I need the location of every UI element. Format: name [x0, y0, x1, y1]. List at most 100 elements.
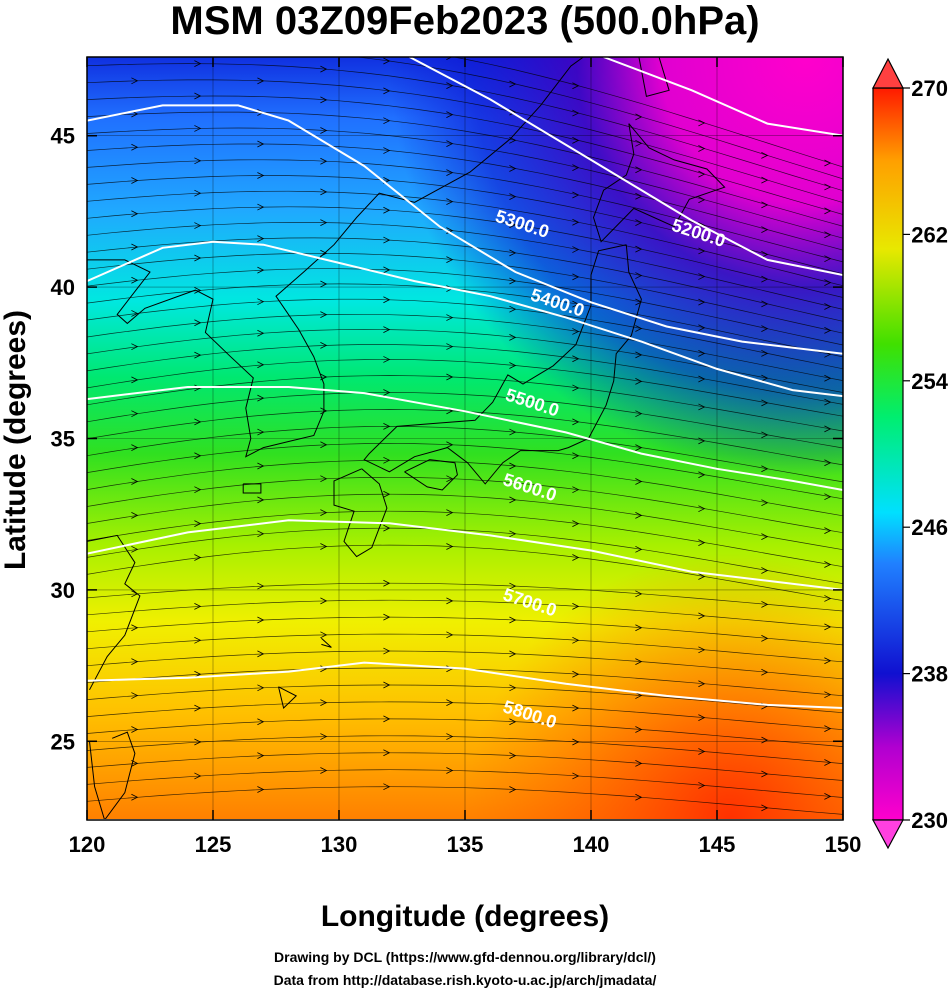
flow-arrow — [320, 733, 328, 740]
flow-arrow — [572, 452, 580, 460]
colorbar-tick-label: 254 — [911, 369, 948, 394]
flow-arrow — [572, 355, 580, 363]
x-tick-label: 125 — [195, 832, 232, 857]
flow-arrow — [761, 374, 769, 382]
flow-arrow — [446, 631, 454, 639]
flow-arrow — [572, 164, 580, 172]
flow-arrow — [698, 403, 706, 411]
flow-arrow — [761, 399, 769, 407]
flow-arrow — [509, 718, 517, 726]
flow-arrow — [194, 772, 202, 780]
flow-arrow — [509, 221, 517, 229]
flow-arrow — [194, 554, 202, 561]
flow-arrow — [383, 206, 391, 214]
flow-arrow — [383, 326, 391, 333]
flow-arrow — [131, 276, 139, 284]
flow-arrow — [194, 222, 202, 229]
height-contours — [87, 57, 843, 820]
x-tick-label: 120 — [69, 832, 106, 857]
flow-arrow — [824, 459, 832, 467]
flow-arrow — [509, 786, 517, 793]
flow-arrow — [257, 684, 265, 692]
flow-arrow — [698, 273, 706, 280]
y-axis-label: Latitude (degrees) — [0, 310, 32, 570]
flow-arrow — [572, 82, 580, 90]
y-tick-label: 25 — [51, 729, 75, 754]
flow-arrow — [572, 738, 580, 746]
flow-arrow — [698, 782, 706, 789]
x-axis-label: Longitude (degrees) — [321, 900, 609, 933]
flow-arrow — [635, 793, 643, 801]
flow-arrow — [320, 127, 328, 134]
flow-arrow — [761, 431, 769, 439]
flow-arrow — [257, 650, 265, 658]
flow-arrow — [635, 545, 643, 553]
flow-arrow — [383, 147, 391, 154]
flow-arrow — [635, 192, 643, 200]
flow-arrow — [698, 196, 706, 204]
flow-arrow — [131, 478, 139, 485]
colorbar-tick-label: 238 — [911, 662, 948, 687]
plot-area: 5200.05300.05400.05500.05600.05700.05800… — [87, 57, 843, 820]
flow-arrow — [131, 210, 139, 218]
flow-arrow — [383, 356, 391, 363]
x-tick-label: 145 — [699, 832, 736, 857]
flow-arrow — [194, 189, 202, 197]
flow-arrow — [194, 418, 202, 426]
colorbar-tick-label: 262 — [911, 222, 948, 247]
contour-line-5600 — [87, 519, 843, 591]
contour-line-5700 — [87, 661, 843, 709]
flow-arrow — [131, 658, 139, 666]
flow-arrow — [635, 760, 643, 767]
flow-arrow — [761, 465, 769, 473]
flow-arrow — [509, 462, 517, 470]
flow-arrow — [635, 166, 643, 174]
flow-arrow — [572, 218, 580, 226]
flow-arrow — [698, 324, 706, 332]
flow-arrow — [194, 486, 202, 494]
flow-arrow — [131, 726, 139, 733]
coastline-segment — [363, 244, 642, 485]
flow-arrow — [131, 624, 139, 632]
flow-arrow — [446, 314, 454, 321]
flow-arrow — [761, 275, 769, 283]
colorbar-extend-min — [871, 819, 905, 850]
y-tick-label: 30 — [51, 578, 75, 603]
flow-arrow — [572, 772, 580, 780]
flow-arrow — [320, 341, 328, 349]
y-axis: 25 30 35 40 45 — [51, 124, 843, 754]
flow-arrow — [761, 350, 769, 357]
flow-arrow — [698, 612, 706, 620]
flow-arrow — [446, 767, 454, 774]
flow-arrow — [509, 530, 517, 538]
coastline-segment — [592, 123, 726, 243]
flow-arrow — [824, 327, 832, 334]
flow-arrow — [824, 793, 832, 800]
flow-arrow — [572, 704, 580, 712]
contour-line-5500 — [87, 386, 843, 491]
flow-arrow — [383, 783, 391, 791]
flow-arrow — [509, 650, 517, 658]
flow-arrow — [446, 733, 454, 740]
colorbar: 270 262 254 246 238 230 — [871, 57, 949, 850]
coastline-segment — [321, 637, 332, 648]
flow-arrow — [698, 573, 706, 580]
colorbar-tick-label: 230 — [911, 808, 948, 833]
flow-arrow — [509, 684, 517, 692]
flow-arrow — [131, 177, 139, 184]
flow-arrow — [446, 441, 454, 449]
flow-arrow — [257, 361, 265, 369]
flow-arrow — [761, 201, 769, 209]
flow-arrow — [635, 590, 643, 598]
flow-arrow — [194, 92, 202, 100]
flow-arrow — [572, 520, 580, 527]
flow-arrow — [572, 191, 580, 199]
flow-arrow — [194, 636, 202, 644]
flow-arrow — [131, 793, 139, 801]
gridlines — [87, 57, 843, 820]
flow-arrow — [446, 82, 454, 89]
flow-arrow — [383, 389, 391, 396]
flow-arrow — [635, 245, 643, 253]
flow-arrow — [257, 530, 265, 538]
